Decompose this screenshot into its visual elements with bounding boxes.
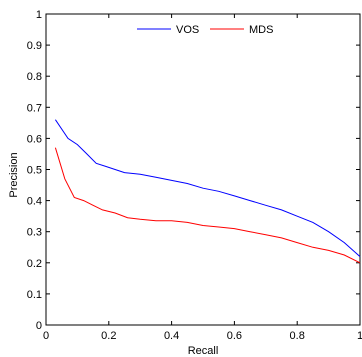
plot-border (45, 13, 361, 326)
x-tick-label: 0 (43, 330, 49, 342)
y-axis-label: Precision (8, 152, 20, 197)
x-tick-label: 0.2 (101, 330, 116, 342)
x-tick-label: 1 (357, 330, 362, 342)
y-tick-label: 0.8 (27, 71, 42, 83)
x-tick-label: 0.6 (227, 330, 242, 342)
legend-label-vos: VOS (176, 24, 199, 36)
legend-label-mds: MDS (249, 24, 273, 36)
y-tick-label: 0 (36, 320, 42, 332)
x-tick-label: 0.8 (290, 330, 305, 342)
x-axis-ticks: 0 0.2 0.4 0.6 0.8 1 (43, 14, 362, 342)
y-tick-label: 0.4 (27, 196, 42, 208)
y-tick-label: 0.2 (27, 258, 42, 270)
y-tick-label: 0.3 (27, 227, 42, 239)
series-line-mds (54, 147, 361, 264)
y-tick-label: 0.1 (27, 289, 42, 301)
y-tick-label: 0.7 (27, 102, 42, 114)
y-tick-label: 0.9 (27, 40, 42, 52)
series-lines (54, 119, 361, 264)
series-line-vos (54, 119, 361, 257)
y-tick-label: 0.5 (27, 165, 42, 177)
y-axis-ticks: 0 0.1 0.2 0.3 0.4 0.5 0.6 0.7 0.8 0.9 1 (27, 9, 360, 332)
legend: VOS MDS (137, 24, 273, 36)
x-tick-label: 0.4 (164, 330, 179, 342)
y-tick-label: 0.6 (27, 133, 42, 145)
x-axis-label: Recall (188, 345, 219, 357)
y-tick-label: 1 (36, 9, 42, 21)
plot-frame (45, 13, 361, 326)
